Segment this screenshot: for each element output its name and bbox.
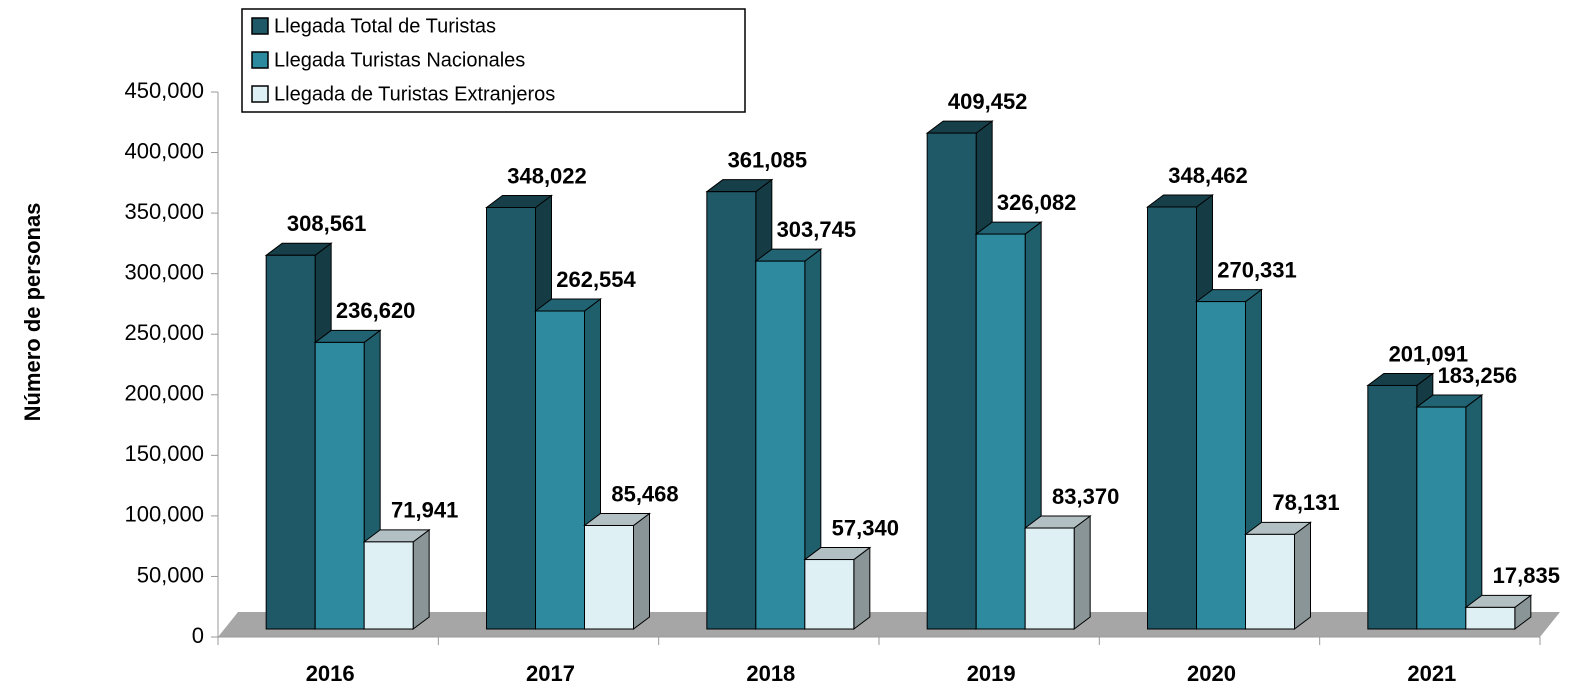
bar bbox=[1147, 206, 1197, 630]
y-tick-label: 200,000 bbox=[124, 381, 204, 406]
data-label: 83,370 bbox=[1052, 484, 1119, 509]
data-label: 348,022 bbox=[507, 163, 587, 188]
bar bbox=[975, 233, 1026, 630]
data-label: 308,561 bbox=[287, 211, 367, 236]
bar bbox=[363, 541, 414, 630]
legend-label: Llegada Turistas Nacionales bbox=[274, 49, 525, 71]
bar-side bbox=[1294, 521, 1311, 630]
y-tick-label: 100,000 bbox=[124, 502, 204, 527]
y-tick-label: 0 bbox=[192, 623, 204, 648]
data-label: 201,091 bbox=[1389, 341, 1469, 366]
x-tick-label: 2019 bbox=[967, 661, 1016, 686]
data-label: 262,554 bbox=[556, 267, 636, 292]
data-label: 17,835 bbox=[1493, 563, 1560, 588]
y-tick-label: 250,000 bbox=[124, 320, 204, 345]
x-tick-label: 2017 bbox=[526, 661, 575, 686]
x-tick-label: 2018 bbox=[746, 661, 795, 686]
data-label: 361,085 bbox=[728, 147, 808, 172]
legend-swatch bbox=[251, 85, 269, 103]
data-label: 71,941 bbox=[391, 498, 458, 523]
y-tick-label: 450,000 bbox=[124, 78, 204, 103]
y-tick-label: 350,000 bbox=[124, 199, 204, 224]
x-tick-label: 2016 bbox=[306, 661, 355, 686]
bar bbox=[926, 132, 977, 630]
bar bbox=[584, 524, 634, 630]
bar bbox=[706, 191, 757, 630]
bar bbox=[314, 341, 365, 630]
bar bbox=[1196, 301, 1246, 630]
y-tick-label: 50,000 bbox=[137, 562, 204, 587]
y-tick-label: 300,000 bbox=[124, 259, 204, 284]
bar bbox=[486, 207, 536, 630]
x-tick-label: 2021 bbox=[1407, 661, 1456, 686]
data-label: 348,462 bbox=[1168, 163, 1248, 188]
data-label: 326,082 bbox=[997, 190, 1077, 215]
x-tick-label: 2020 bbox=[1187, 661, 1236, 686]
data-label: 236,620 bbox=[336, 298, 416, 323]
bar bbox=[1465, 606, 1516, 630]
legend-swatch bbox=[251, 17, 269, 35]
data-label: 57,340 bbox=[832, 515, 899, 540]
bar bbox=[804, 559, 855, 630]
y-axis-label: Número de personas bbox=[20, 203, 45, 422]
data-label: 270,331 bbox=[1217, 257, 1297, 282]
legend-swatch bbox=[251, 51, 269, 69]
bar bbox=[755, 260, 806, 630]
data-label: 183,256 bbox=[1438, 363, 1518, 388]
bar bbox=[535, 310, 585, 630]
y-tick-label: 400,000 bbox=[124, 138, 204, 163]
bar-side bbox=[1073, 515, 1091, 630]
legend-label: Llegada Total de Turistas bbox=[274, 15, 496, 37]
bar bbox=[265, 254, 316, 630]
bar bbox=[1416, 406, 1467, 630]
data-label: 85,468 bbox=[611, 481, 678, 506]
bar-side bbox=[853, 546, 871, 630]
bar bbox=[1245, 533, 1295, 630]
data-label: 303,745 bbox=[777, 217, 857, 242]
bar bbox=[1024, 527, 1075, 630]
data-label: 409,452 bbox=[948, 89, 1028, 114]
bar-side bbox=[412, 528, 430, 630]
legend bbox=[241, 8, 746, 113]
bar bbox=[1367, 384, 1418, 630]
bar-side bbox=[633, 512, 650, 630]
y-tick-label: 150,000 bbox=[124, 441, 204, 466]
data-label: 78,131 bbox=[1272, 490, 1339, 515]
legend-label: Llegada de Turistas Extranjeros bbox=[274, 83, 555, 105]
bar-side bbox=[1465, 394, 1483, 630]
